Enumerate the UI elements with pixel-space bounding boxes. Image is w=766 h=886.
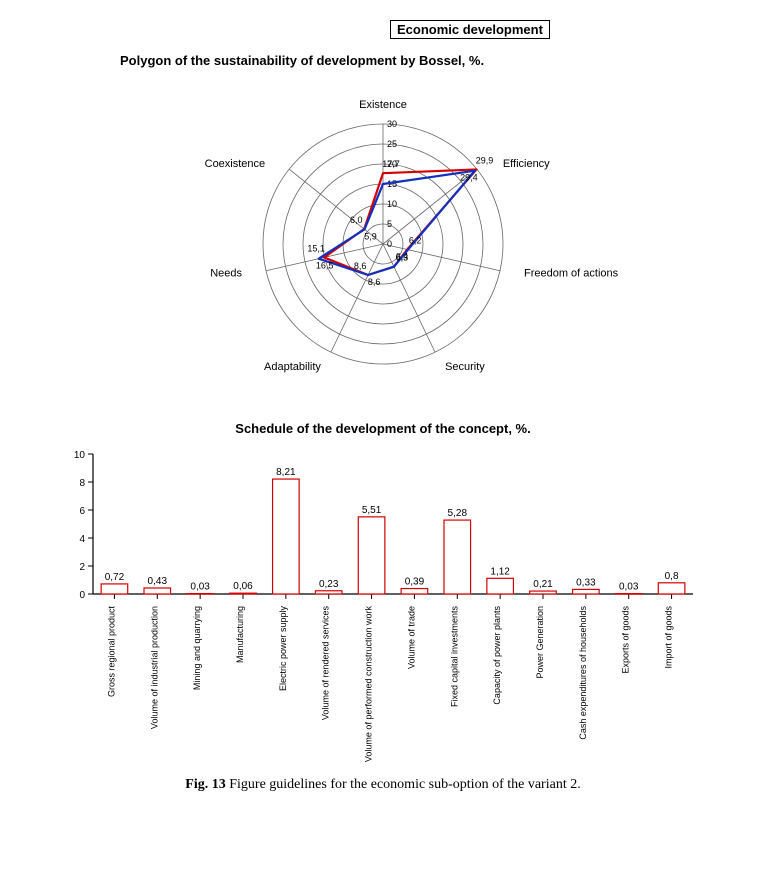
svg-text:5,28: 5,28 bbox=[448, 508, 468, 519]
svg-text:0,39: 0,39 bbox=[405, 577, 425, 588]
svg-text:Needs: Needs bbox=[210, 268, 242, 280]
svg-text:Coexistence: Coexistence bbox=[205, 158, 266, 170]
svg-text:8: 8 bbox=[79, 478, 85, 489]
svg-text:Volume of trade: Volume of trade bbox=[406, 606, 416, 669]
svg-text:0,43: 0,43 bbox=[148, 576, 168, 587]
svg-text:0,72: 0,72 bbox=[105, 572, 125, 583]
svg-text:8,6: 8,6 bbox=[368, 277, 381, 287]
svg-text:Power Generation: Power Generation bbox=[535, 606, 545, 679]
svg-text:Import of goods: Import of goods bbox=[664, 606, 674, 669]
svg-text:29,4: 29,4 bbox=[460, 173, 478, 183]
svg-text:Exports of goods: Exports of goods bbox=[621, 606, 631, 674]
svg-text:1,12: 1,12 bbox=[490, 566, 510, 577]
bar-title: Schedule of the development of the conce… bbox=[20, 421, 746, 436]
svg-text:Volume of performed constructi: Volume of performed construction work bbox=[364, 606, 374, 762]
svg-text:Existence: Existence bbox=[359, 99, 407, 111]
svg-text:2: 2 bbox=[79, 562, 85, 573]
svg-text:8,21: 8,21 bbox=[276, 467, 296, 478]
svg-text:30: 30 bbox=[387, 119, 397, 129]
svg-text:Efficiency: Efficiency bbox=[503, 158, 550, 170]
svg-text:25: 25 bbox=[387, 139, 397, 149]
svg-text:4: 4 bbox=[79, 534, 85, 545]
svg-text:6: 6 bbox=[79, 506, 85, 517]
svg-text:Adaptability: Adaptability bbox=[264, 361, 321, 373]
svg-text:0,03: 0,03 bbox=[190, 582, 210, 593]
svg-text:0,23: 0,23 bbox=[319, 579, 339, 590]
svg-text:0,33: 0,33 bbox=[576, 577, 596, 588]
svg-text:Volume of industrial productio: Volume of industrial production bbox=[149, 606, 159, 729]
svg-text:5,9: 5,9 bbox=[364, 231, 377, 241]
caption-text: Figure guidelines for the economic sub-o… bbox=[226, 777, 581, 792]
figure-caption: Fig. 13 Figure guidelines for the econom… bbox=[20, 777, 746, 793]
svg-text:5,51: 5,51 bbox=[362, 505, 382, 516]
svg-text:Gross regional product: Gross regional product bbox=[106, 606, 116, 698]
svg-text:5: 5 bbox=[387, 219, 392, 229]
svg-text:6,0: 6,0 bbox=[350, 215, 363, 225]
svg-text:17,7: 17,7 bbox=[382, 159, 400, 169]
svg-text:Mining and quarrying: Mining and quarrying bbox=[192, 606, 202, 690]
svg-text:Capacity of power plants: Capacity of power plants bbox=[492, 606, 502, 705]
svg-text:8,6: 8,6 bbox=[354, 261, 367, 271]
svg-text:Security: Security bbox=[445, 361, 485, 373]
svg-text:6,4: 6,4 bbox=[396, 252, 409, 262]
svg-text:10: 10 bbox=[74, 450, 86, 461]
svg-text:Fixed capital investments: Fixed capital investments bbox=[449, 606, 459, 708]
header-label: Economic development bbox=[390, 20, 550, 39]
svg-text:0: 0 bbox=[387, 239, 392, 249]
radar-title: Polygon of the sustainability of develop… bbox=[120, 53, 746, 68]
svg-text:29,9: 29,9 bbox=[476, 155, 494, 165]
svg-text:0,21: 0,21 bbox=[533, 579, 553, 590]
svg-text:10: 10 bbox=[387, 199, 397, 209]
svg-text:Volume of rendered services: Volume of rendered services bbox=[321, 606, 331, 721]
radar-chart: 05101520253017,729,96,26,38,615,16,029,4… bbox=[103, 74, 663, 409]
svg-text:0,8: 0,8 bbox=[665, 571, 679, 582]
bar-chart: 0 2 4 6 8 10 0,72 0,43 0,03 0,06 8,21 0,23 5,51 0,39 5… bbox=[43, 442, 723, 767]
caption-number: Fig. 13 bbox=[185, 777, 225, 792]
svg-text:Electric power supply: Electric power supply bbox=[278, 606, 288, 692]
svg-text:0: 0 bbox=[79, 590, 85, 601]
svg-text:Manufacturing: Manufacturing bbox=[235, 606, 245, 663]
svg-text:Cash expenditures of household: Cash expenditures of households bbox=[578, 606, 588, 740]
svg-text:15,1: 15,1 bbox=[307, 243, 325, 253]
svg-text:6,2: 6,2 bbox=[409, 236, 422, 246]
svg-text:0,06: 0,06 bbox=[233, 581, 253, 592]
svg-text:16,5: 16,5 bbox=[316, 261, 334, 271]
svg-text:0,03: 0,03 bbox=[619, 582, 639, 593]
svg-text:Freedom of actions: Freedom of actions bbox=[524, 268, 619, 280]
